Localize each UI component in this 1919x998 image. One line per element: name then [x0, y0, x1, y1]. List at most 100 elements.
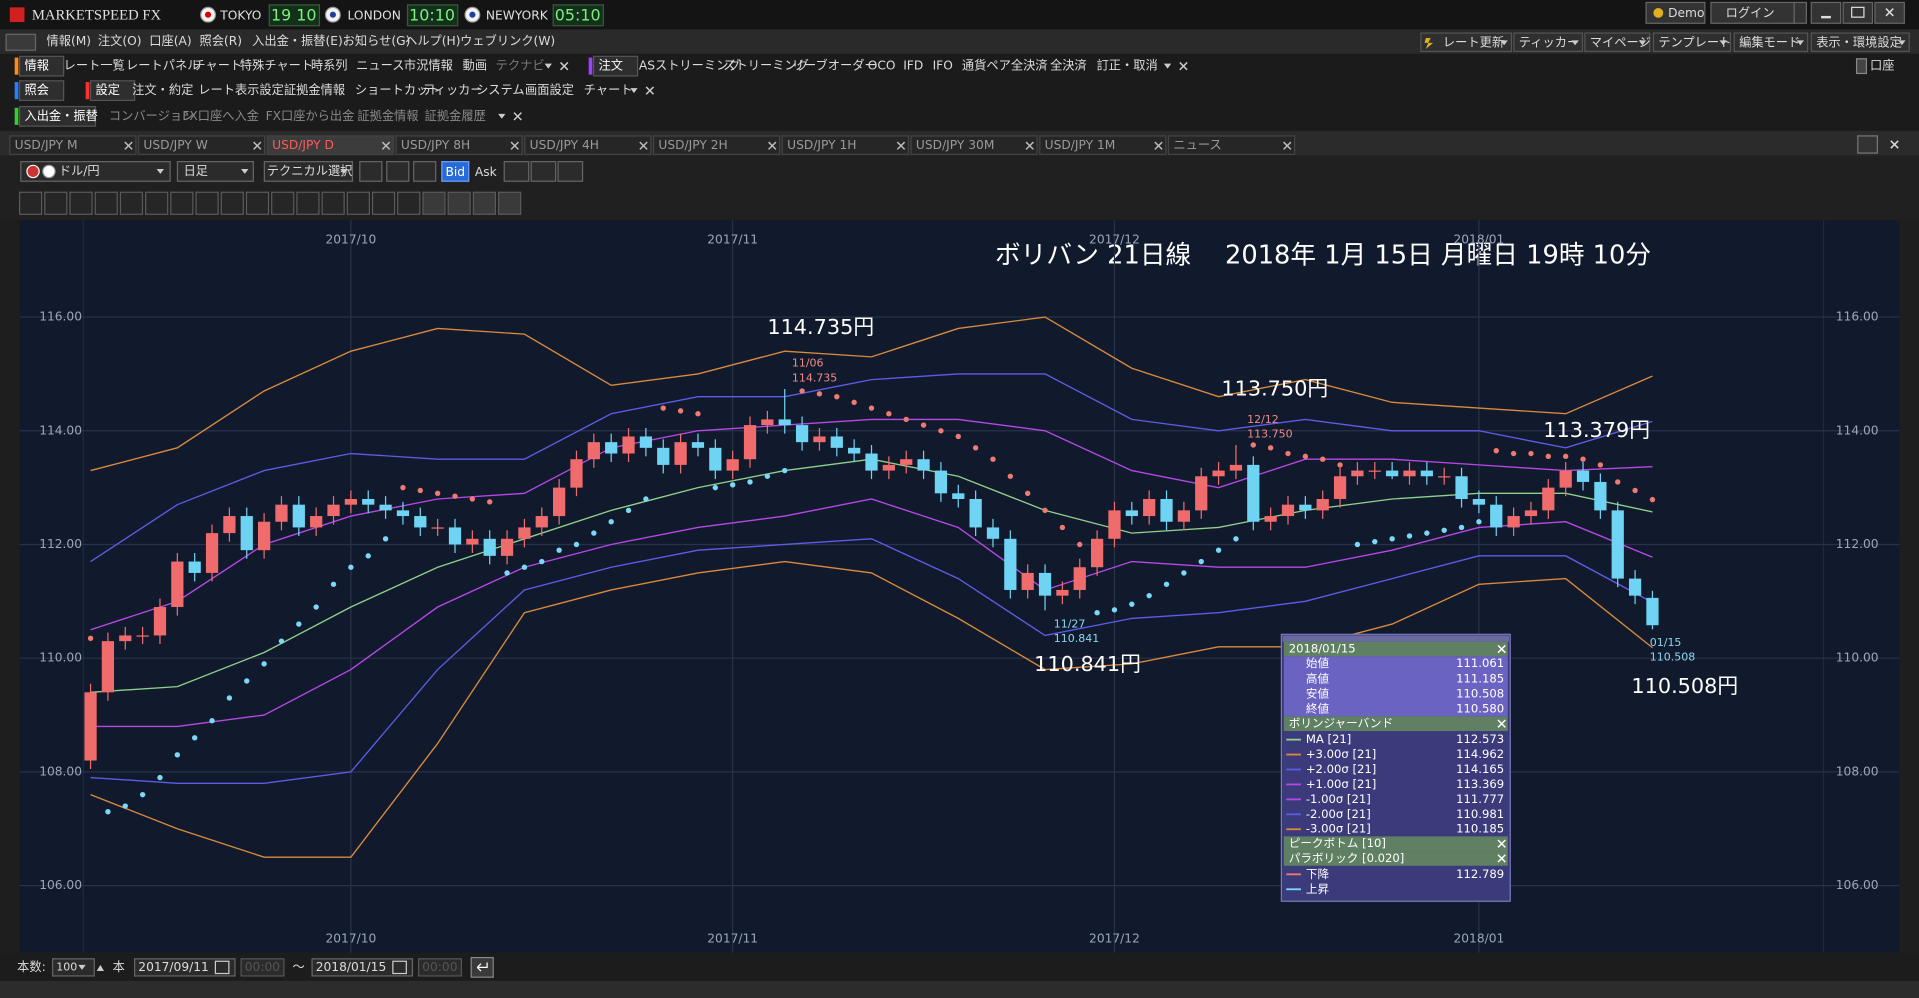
group-label-bg[interactable] — [89, 80, 136, 102]
close-icon[interactable] — [1179, 61, 1188, 71]
close-icon[interactable] — [1890, 140, 1899, 149]
tab-label[interactable]: USD/JPY D — [272, 138, 334, 152]
close-icon[interactable] — [560, 61, 569, 71]
close-icon[interactable] — [768, 141, 777, 150]
tab[interactable] — [910, 135, 1038, 155]
tab[interactable] — [1167, 135, 1296, 155]
menu-button[interactable] — [1584, 32, 1651, 53]
title-arrow-button[interactable] — [1793, 1, 1808, 24]
toolbar-item[interactable]: 全決済 — [1050, 58, 1087, 73]
menu-item[interactable]: 情報(M) — [47, 34, 92, 48]
count-select[interactable] — [52, 958, 95, 977]
toolbar-item[interactable]: チャート — [584, 83, 633, 97]
menu-button[interactable] — [1513, 32, 1584, 53]
group-label[interactable]: 情報 — [24, 59, 48, 73]
date-to-label[interactable]: 2018/01/15 — [316, 960, 386, 974]
drawing-tool[interactable] — [195, 191, 219, 215]
count-value[interactable]: 100 — [56, 960, 77, 973]
date-from-label[interactable]: 2017/09/11 — [138, 960, 208, 974]
drawing-tool[interactable] — [220, 191, 244, 215]
menu-button[interactable] — [1733, 32, 1809, 53]
tool-button[interactable] — [503, 161, 530, 182]
group-label[interactable]: 注文 — [598, 58, 622, 73]
toolbar-item[interactable]: 通貨ペア全決済 — [962, 58, 1048, 73]
group-label-bg[interactable] — [18, 80, 65, 102]
tab-label[interactable]: USD/JPY W — [143, 138, 207, 152]
close-icon[interactable] — [253, 141, 262, 150]
toolbar-item[interactable]: 証拠金情報 — [284, 82, 345, 97]
pair-select[interactable] — [20, 161, 171, 182]
toolbar-item[interactable]: レート一覧 — [64, 58, 125, 73]
tab[interactable] — [266, 135, 394, 155]
toolbar-item[interactable]: システム — [476, 83, 525, 97]
menu-button-label[interactable]: テンプレート — [1658, 35, 1731, 49]
drawing-tool[interactable] — [94, 191, 118, 215]
drawing-tool[interactable] — [397, 191, 421, 215]
menu-button[interactable] — [1810, 32, 1910, 53]
technical-select[interactable] — [263, 161, 354, 182]
menu-item[interactable]: ウェブリンク(W) — [460, 33, 555, 48]
close-icon[interactable] — [1497, 644, 1506, 654]
close-icon[interactable] — [1154, 141, 1163, 150]
tab-label[interactable]: USD/JPY 30M — [916, 138, 994, 152]
drawing-tool[interactable] — [422, 191, 446, 215]
tab-label[interactable]: USD/JPY 1M — [1045, 138, 1116, 152]
toolbar-item[interactable]: ASストリーミング — [639, 59, 741, 73]
menu-item[interactable]: ヘルプ(H) — [405, 34, 460, 48]
close-icon[interactable] — [1885, 8, 1894, 17]
window-button[interactable] — [1842, 1, 1874, 24]
toolbar-item[interactable]: 訂正・取消 — [1097, 58, 1158, 73]
menu-icon[interactable] — [5, 33, 37, 51]
menu-item[interactable]: お知らせ(G) — [343, 34, 411, 48]
tab-label[interactable]: USD/JPY M — [15, 138, 78, 152]
drawing-tool[interactable] — [296, 191, 320, 215]
tab-label[interactable]: USD/JPY 2H — [658, 138, 727, 152]
drawing-tool[interactable] — [497, 191, 522, 215]
toolbar-item[interactable]: ニュース — [356, 59, 404, 73]
tab-label[interactable]: USD/JPY 4H — [530, 138, 599, 152]
close-icon[interactable] — [1497, 839, 1506, 848]
tool-button[interactable] — [557, 161, 584, 182]
group-label-bg[interactable] — [592, 55, 639, 77]
date-to[interactable] — [311, 958, 414, 977]
drawing-tool[interactable] — [371, 191, 396, 215]
toolbar-item[interactable]: リーブオーダー — [792, 58, 877, 73]
menu-button-label[interactable]: 表示・環境設定 — [1816, 34, 1902, 49]
tab-label[interactable]: USD/JPY 1H — [787, 138, 856, 152]
menu-item[interactable]: 口座(A) — [149, 33, 191, 48]
tab[interactable] — [652, 135, 781, 155]
technical-label[interactable]: テクニカル選択 — [267, 164, 353, 178]
toolbar-item[interactable]: FX口座から出金 — [266, 108, 355, 123]
menu-button[interactable] — [1420, 32, 1513, 53]
bid-label[interactable]: Bid — [445, 165, 465, 179]
group-label[interactable]: 照会 — [24, 83, 48, 97]
toolbar-item[interactable]: 注文・約定 — [132, 82, 193, 97]
close-icon[interactable] — [513, 112, 522, 121]
tab[interactable] — [137, 135, 266, 155]
period-select[interactable] — [176, 161, 254, 182]
tool-button[interactable] — [413, 161, 437, 182]
toolbar-item[interactable]: チャート — [193, 59, 242, 73]
drawing-tool[interactable] — [271, 191, 295, 215]
toolbar-item[interactable]: 証拠金情報 — [357, 108, 418, 123]
toolbar-item[interactable]: ショートカット — [355, 83, 441, 97]
toolbar-item[interactable]: IFO — [933, 59, 953, 73]
toolbar-item[interactable]: レート表示設定 — [198, 82, 284, 97]
close-icon[interactable] — [1497, 719, 1506, 728]
title-button[interactable] — [1645, 1, 1706, 24]
ask-label[interactable]: Ask — [475, 165, 498, 179]
drawing-tool[interactable] — [44, 191, 68, 215]
toolbar-item[interactable]: IFD — [903, 59, 923, 73]
close-icon[interactable] — [639, 141, 648, 150]
group-label[interactable]: 入出金・振替 — [24, 108, 97, 123]
tab[interactable] — [395, 135, 523, 155]
toolbar-item[interactable]: 画面設定 — [525, 82, 574, 97]
pair-label[interactable]: ドル/円 — [59, 164, 100, 178]
drawing-tool[interactable] — [69, 191, 93, 215]
toolbar-item[interactable]: コンバージョン — [109, 109, 194, 123]
toolbar-item[interactable]: テクナビ — [496, 59, 545, 73]
toolbar-item[interactable]: FX口座へ入金 — [182, 108, 259, 123]
drawing-tool[interactable] — [170, 191, 194, 215]
period-label[interactable]: 日足 — [184, 164, 208, 178]
toolbar-item[interactable]: 口座 — [1870, 58, 1894, 73]
